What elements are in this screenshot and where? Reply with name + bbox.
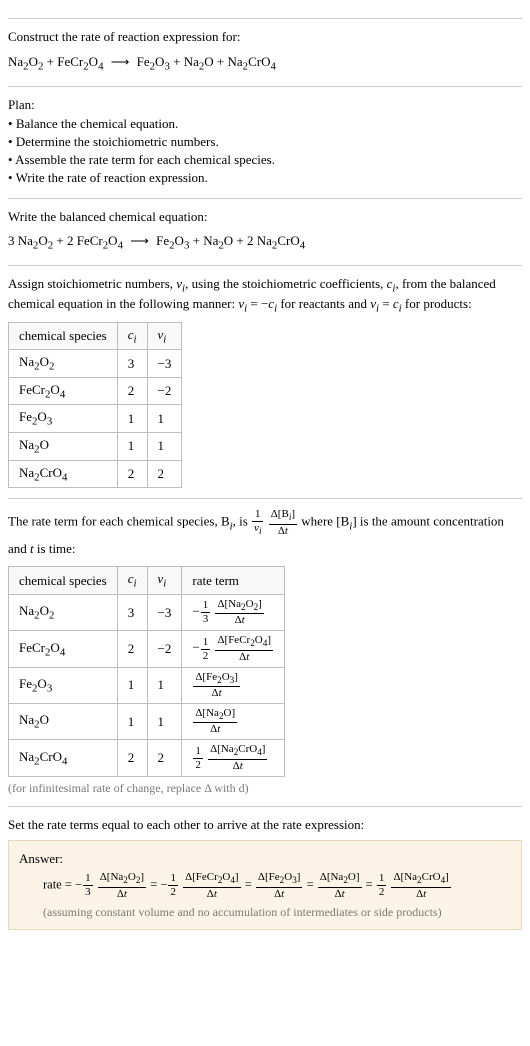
species-cell: Fe2O3 bbox=[9, 405, 118, 433]
table-row: Na2O11 bbox=[9, 433, 182, 461]
v-cell: −3 bbox=[147, 594, 182, 630]
balanced-equation: 3 Na2O2 + 2 FeCr2O4 ⟶ Fe2O3 + Na2O + 2 N… bbox=[8, 231, 522, 255]
v-cell: −3 bbox=[147, 350, 182, 378]
answer-label: Answer: bbox=[19, 849, 511, 869]
table2-header-vi: νi bbox=[147, 567, 182, 595]
balanced-title: Write the balanced chemical equation: bbox=[8, 209, 522, 226]
c-cell: 1 bbox=[117, 433, 147, 461]
species-cell: Na2O bbox=[9, 433, 118, 461]
rate-cell: 12 Δ[Na2CrO4]Δt bbox=[182, 740, 285, 776]
table-row: Fe2O311 bbox=[9, 405, 182, 433]
v-cell: −2 bbox=[147, 377, 182, 405]
c-cell: 2 bbox=[117, 377, 147, 405]
plan-item: Assemble the rate term for each chemical… bbox=[8, 151, 522, 169]
c-cell: 1 bbox=[117, 667, 147, 703]
v-cell: 1 bbox=[147, 433, 182, 461]
species-cell: Na2CrO4 bbox=[9, 740, 118, 776]
species-cell: Na2O2 bbox=[9, 594, 118, 630]
plan-item: Write the rate of reaction expression. bbox=[8, 169, 522, 187]
species-cell: FeCr2O4 bbox=[9, 631, 118, 667]
plan-list: Balance the chemical equation. Determine… bbox=[8, 115, 522, 188]
c-cell: 2 bbox=[117, 631, 147, 667]
final-section: Set the rate terms equal to each other t… bbox=[8, 806, 522, 930]
v-cell: 1 bbox=[147, 704, 182, 740]
v-cell: 1 bbox=[147, 405, 182, 433]
plan-item: Balance the chemical equation. bbox=[8, 115, 522, 133]
species-cell: Fe2O3 bbox=[9, 667, 118, 703]
intro-prompt: Construct the rate of reaction expressio… bbox=[8, 29, 522, 46]
assign-text: Assign stoichiometric numbers, νi, using… bbox=[8, 276, 522, 315]
species-cell: Na2O2 bbox=[9, 350, 118, 378]
v-cell: 1 bbox=[147, 667, 182, 703]
table-row: Na2CrO422 bbox=[9, 460, 182, 488]
intro-equation: Na2O2 + FeCr2O4 ⟶ Fe2O3 + Na2O + Na2CrO4 bbox=[8, 52, 522, 76]
table-row: Na2CrO42212 Δ[Na2CrO4]Δt bbox=[9, 740, 285, 776]
plan-section: Plan: Balance the chemical equation. Det… bbox=[8, 86, 522, 188]
rate-cell: Δ[Na2O]Δt bbox=[182, 704, 285, 740]
species-cell: FeCr2O4 bbox=[9, 377, 118, 405]
table-row: Na2O11Δ[Na2O]Δt bbox=[9, 704, 285, 740]
c-cell: 2 bbox=[117, 460, 147, 488]
table1-header-species: chemical species bbox=[9, 322, 118, 350]
c-cell: 1 bbox=[117, 704, 147, 740]
rateterm-text: The rate term for each chemical species,… bbox=[8, 509, 522, 560]
c-cell: 1 bbox=[117, 405, 147, 433]
v-cell: 2 bbox=[147, 460, 182, 488]
table-row: Fe2O311Δ[Fe2O3]Δt bbox=[9, 667, 285, 703]
table-row: Na2O23−3−13 Δ[Na2O2]Δt bbox=[9, 594, 285, 630]
table1-header-ci: ci bbox=[117, 322, 147, 350]
table2-note: (for infinitesimal rate of change, repla… bbox=[8, 781, 522, 796]
intro-section: Construct the rate of reaction expressio… bbox=[8, 18, 522, 76]
rate-cell: Δ[Fe2O3]Δt bbox=[182, 667, 285, 703]
table-row: FeCr2O42−2−12 Δ[FeCr2O4]Δt bbox=[9, 631, 285, 667]
plan-item: Determine the stoichiometric numbers. bbox=[8, 133, 522, 151]
answer-note: (assuming constant volume and no accumul… bbox=[19, 903, 511, 921]
v-cell: −2 bbox=[147, 631, 182, 667]
species-cell: Na2O bbox=[9, 704, 118, 740]
table2-header-rate: rate term bbox=[182, 567, 285, 595]
species-cell: Na2CrO4 bbox=[9, 460, 118, 488]
c-cell: 3 bbox=[117, 350, 147, 378]
assign-section: Assign stoichiometric numbers, νi, using… bbox=[8, 265, 522, 488]
stoich-table-2: chemical species ci νi rate term Na2O23−… bbox=[8, 566, 285, 776]
c-cell: 3 bbox=[117, 594, 147, 630]
final-title: Set the rate terms equal to each other t… bbox=[8, 817, 522, 834]
rate-cell: −12 Δ[FeCr2O4]Δt bbox=[182, 631, 285, 667]
rateterm-section: The rate term for each chemical species,… bbox=[8, 498, 522, 796]
rate-cell: −13 Δ[Na2O2]Δt bbox=[182, 594, 285, 630]
table-row: FeCr2O42−2 bbox=[9, 377, 182, 405]
stoich-table-1: chemical species ci νi Na2O23−3 FeCr2O42… bbox=[8, 322, 182, 489]
plan-title: Plan: bbox=[8, 97, 522, 113]
balanced-section: Write the balanced chemical equation: 3 … bbox=[8, 198, 522, 256]
answer-equation: rate = −13 Δ[Na2O2]Δt = −12 Δ[FeCr2O4]Δt… bbox=[19, 872, 511, 899]
table2-header-ci: ci bbox=[117, 567, 147, 595]
table-row: Na2O23−3 bbox=[9, 350, 182, 378]
v-cell: 2 bbox=[147, 740, 182, 776]
answer-box: Answer: rate = −13 Δ[Na2O2]Δt = −12 Δ[Fe… bbox=[8, 840, 522, 930]
table2-header-species: chemical species bbox=[9, 567, 118, 595]
c-cell: 2 bbox=[117, 740, 147, 776]
table1-header-vi: νi bbox=[147, 322, 182, 350]
